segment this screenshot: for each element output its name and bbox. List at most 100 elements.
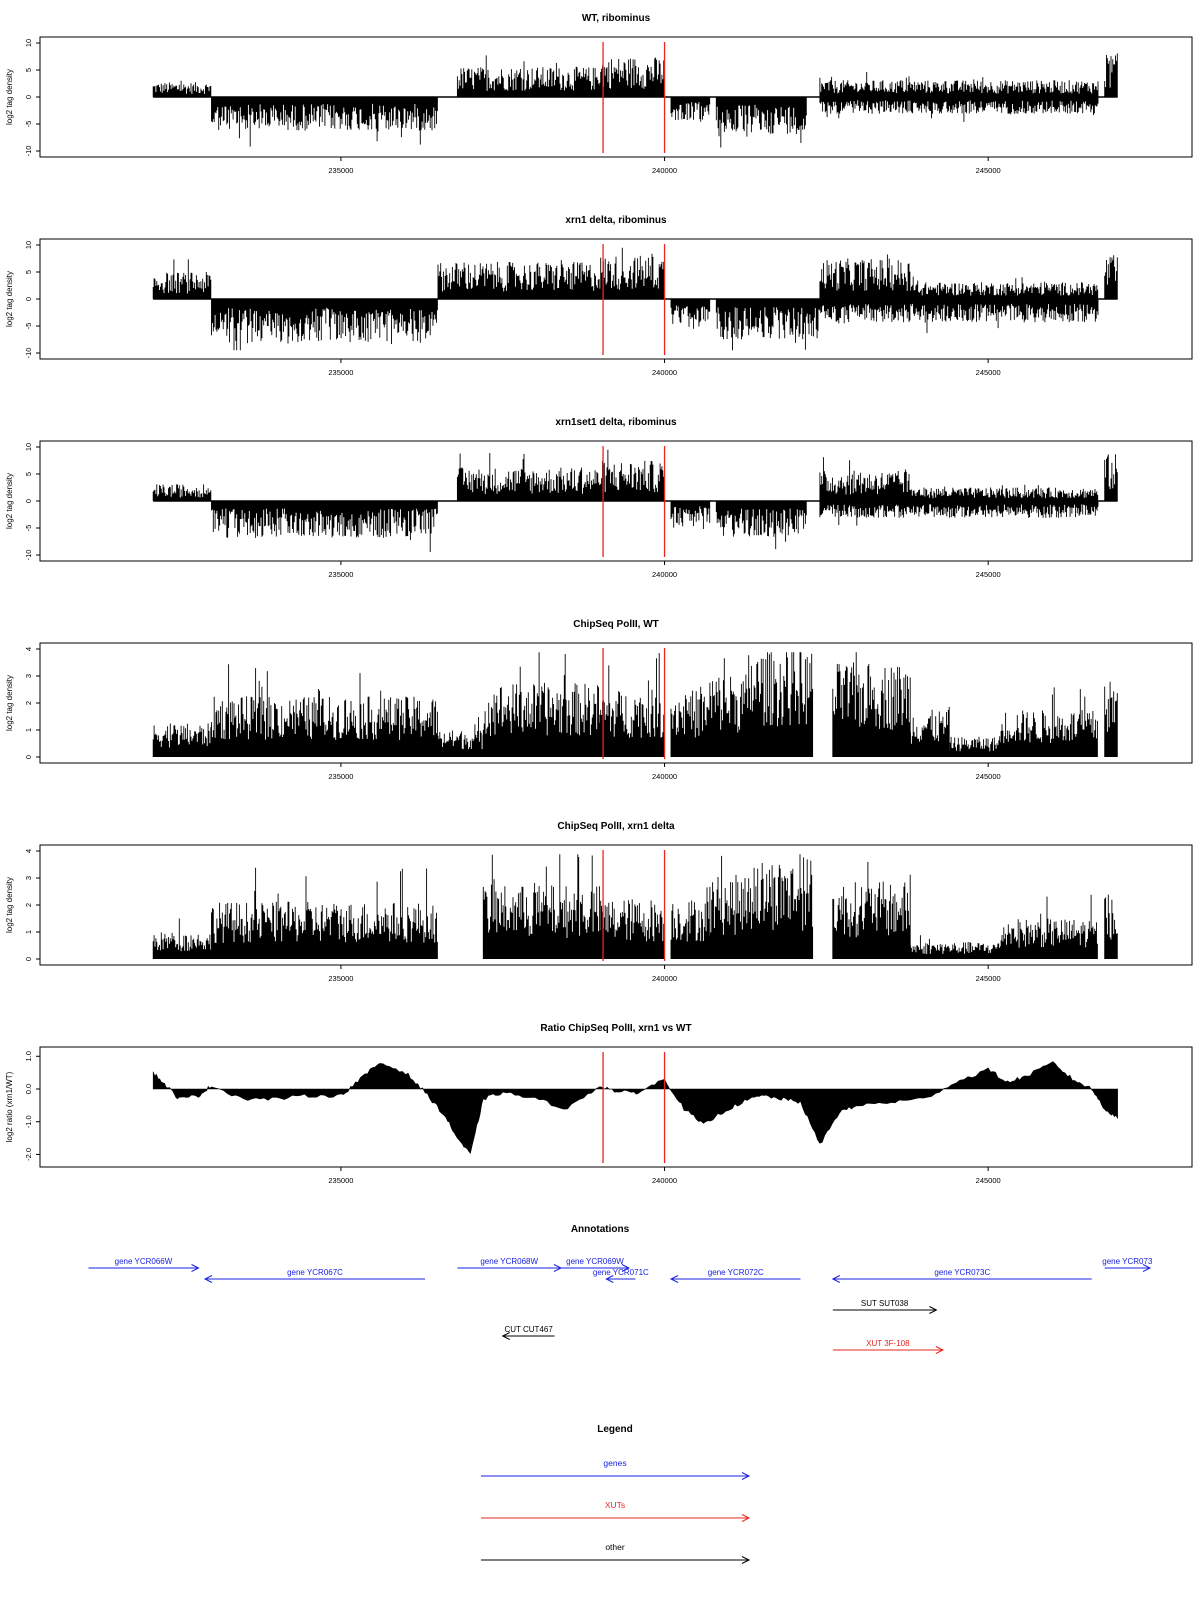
data-bars xyxy=(152,53,1118,148)
annotation-label: CUT CUT467 xyxy=(504,1325,553,1334)
y-tick-label: 0 xyxy=(24,499,33,503)
plot-frame xyxy=(39,1046,1193,1168)
y-tick-label: -5 xyxy=(24,323,33,330)
chart-title: xrn1set1 delta, ribominus xyxy=(555,417,677,428)
annotation-arrow xyxy=(832,1306,938,1314)
annotation-label: gene YCR071C xyxy=(593,1268,649,1277)
legend-label: XUTs xyxy=(605,1500,625,1510)
y-tick-label: 3 xyxy=(24,876,33,880)
annotation-arrow xyxy=(88,1264,200,1272)
data-bars xyxy=(152,652,1118,757)
chart-title: xrn1 delta, ribominus xyxy=(565,215,667,226)
chart-panel-2: xrn1 delta, ribominus log2 tag density 10 5… xyxy=(5,215,1193,377)
x-tick-label: 245000 xyxy=(976,1176,1001,1185)
arrow-head xyxy=(935,1346,944,1354)
y-tick-label: 4 xyxy=(24,849,33,853)
y-tick-label: 1 xyxy=(24,728,33,732)
annotation-label: gene YCR067C xyxy=(287,1268,343,1277)
chart-panel-3: xrn1set1 delta, ribominus log2 tag densit… xyxy=(5,417,1193,579)
x-tick-label: 235000 xyxy=(328,368,353,377)
data-bars xyxy=(152,449,1118,552)
annotation-label: XUT 3F-108 xyxy=(866,1339,910,1348)
y-tick-label: -1.0 xyxy=(24,1115,33,1128)
y-tick-label: 2 xyxy=(24,903,33,907)
ratio-area xyxy=(152,1061,1118,1154)
x-tick-label: 235000 xyxy=(328,1176,353,1185)
x-tick-label: 235000 xyxy=(328,974,353,983)
legend-label: other xyxy=(605,1542,625,1552)
legend-title: Legend xyxy=(597,1424,633,1435)
y-axis-label: log2 tag density xyxy=(5,271,14,327)
arrow-head xyxy=(621,1264,631,1272)
arrow-head xyxy=(741,1472,751,1480)
y-tick-label: 5 xyxy=(24,68,33,72)
y-tick-label: 0 xyxy=(24,95,33,99)
chart-panel-5: ChipSeq PolII, xrn1 delta log2 tag densit… xyxy=(5,821,1193,983)
x-tick-label: 245000 xyxy=(976,570,1001,579)
x-tick-label: 245000 xyxy=(976,974,1001,983)
arrow-head xyxy=(669,1275,679,1283)
data-bars xyxy=(152,854,1118,959)
x-tick-label: 240000 xyxy=(652,974,677,983)
y-tick-label: 2 xyxy=(24,701,33,705)
annotation-label: gene YCR068W xyxy=(480,1257,538,1266)
chart-title: ChipSeq PolII, WT xyxy=(573,619,659,630)
arrow-head xyxy=(605,1275,614,1283)
legend-arrow-gene xyxy=(481,1472,751,1480)
arrow-head xyxy=(501,1332,510,1340)
x-tick-label: 240000 xyxy=(652,570,677,579)
x-tick-label: 245000 xyxy=(976,166,1001,175)
y-tick-label: -5 xyxy=(24,121,33,128)
y-tick-label: 0 xyxy=(24,297,33,301)
y-tick-label: 5 xyxy=(24,270,33,274)
x-tick-label: 245000 xyxy=(976,772,1001,781)
annotation-arrow xyxy=(605,1275,636,1283)
x-tick-label: 245000 xyxy=(976,368,1001,377)
annotation-arrow xyxy=(1104,1264,1152,1272)
annotation-label: gene YCR066W xyxy=(115,1257,173,1266)
arrow-head xyxy=(929,1306,938,1314)
chart-panel-6: Ratio ChipSeq PolII, xrn1 vs WT log2 rati… xyxy=(5,1023,1193,1185)
annotation-label: gene YCR073 xyxy=(1102,1257,1153,1266)
arrow-head xyxy=(831,1275,841,1283)
arrow-head xyxy=(741,1556,751,1564)
y-tick-label: 0.0 xyxy=(24,1084,33,1094)
data-bars xyxy=(152,247,1118,351)
y-tick-label: 0 xyxy=(24,957,33,961)
y-tick-label: -2.0 xyxy=(24,1148,33,1161)
y-tick-label: 10 xyxy=(24,443,33,451)
annotation-arrow xyxy=(832,1346,944,1354)
y-tick-label: -10 xyxy=(24,146,33,157)
annotation-label: SUT SUT038 xyxy=(861,1299,909,1308)
y-tick-label: 1.0 xyxy=(24,1051,33,1061)
annotations-panel: Annotations gene YCR066W gene YCR067C gene … xyxy=(88,1224,1153,1354)
chart-title: ChipSeq PolII, xrn1 delta xyxy=(557,821,675,832)
annotation-arrow xyxy=(669,1275,801,1283)
y-tick-label: -5 xyxy=(24,525,33,532)
annotation-label: gene YCR072C xyxy=(708,1268,764,1277)
arrow-head xyxy=(1142,1264,1152,1272)
annotation-arrow xyxy=(501,1332,555,1340)
legend: Legend genes XUTs other xyxy=(481,1424,751,1564)
x-tick-label: 240000 xyxy=(652,772,677,781)
annotation-label: gene YCR069W xyxy=(566,1257,624,1266)
y-tick-label: -10 xyxy=(24,348,33,359)
annotation-arrow xyxy=(560,1264,631,1272)
y-tick-label: 3 xyxy=(24,674,33,678)
y-tick-label: 4 xyxy=(24,647,33,651)
annotation-arrow xyxy=(831,1275,1092,1283)
legend-label: genes xyxy=(603,1458,626,1468)
y-axis-label: log2 tag density xyxy=(5,473,14,529)
x-tick-label: 235000 xyxy=(328,570,353,579)
x-tick-label: 235000 xyxy=(328,772,353,781)
chart-title: Ratio ChipSeq PolII, xrn1 vs WT xyxy=(540,1023,691,1034)
annotations-title: Annotations xyxy=(571,1224,630,1235)
y-tick-label: 5 xyxy=(24,472,33,476)
x-tick-label: 240000 xyxy=(652,1176,677,1185)
chart-panel-1: WT, ribominus log2 tag density 10 5 0 -5 -10 23… xyxy=(5,13,1193,175)
annotation-label: gene YCR073C xyxy=(934,1268,990,1277)
annotation-arrow xyxy=(203,1275,426,1283)
chart-title: WT, ribominus xyxy=(582,13,651,24)
y-axis-label: log2 tag density xyxy=(5,877,14,933)
